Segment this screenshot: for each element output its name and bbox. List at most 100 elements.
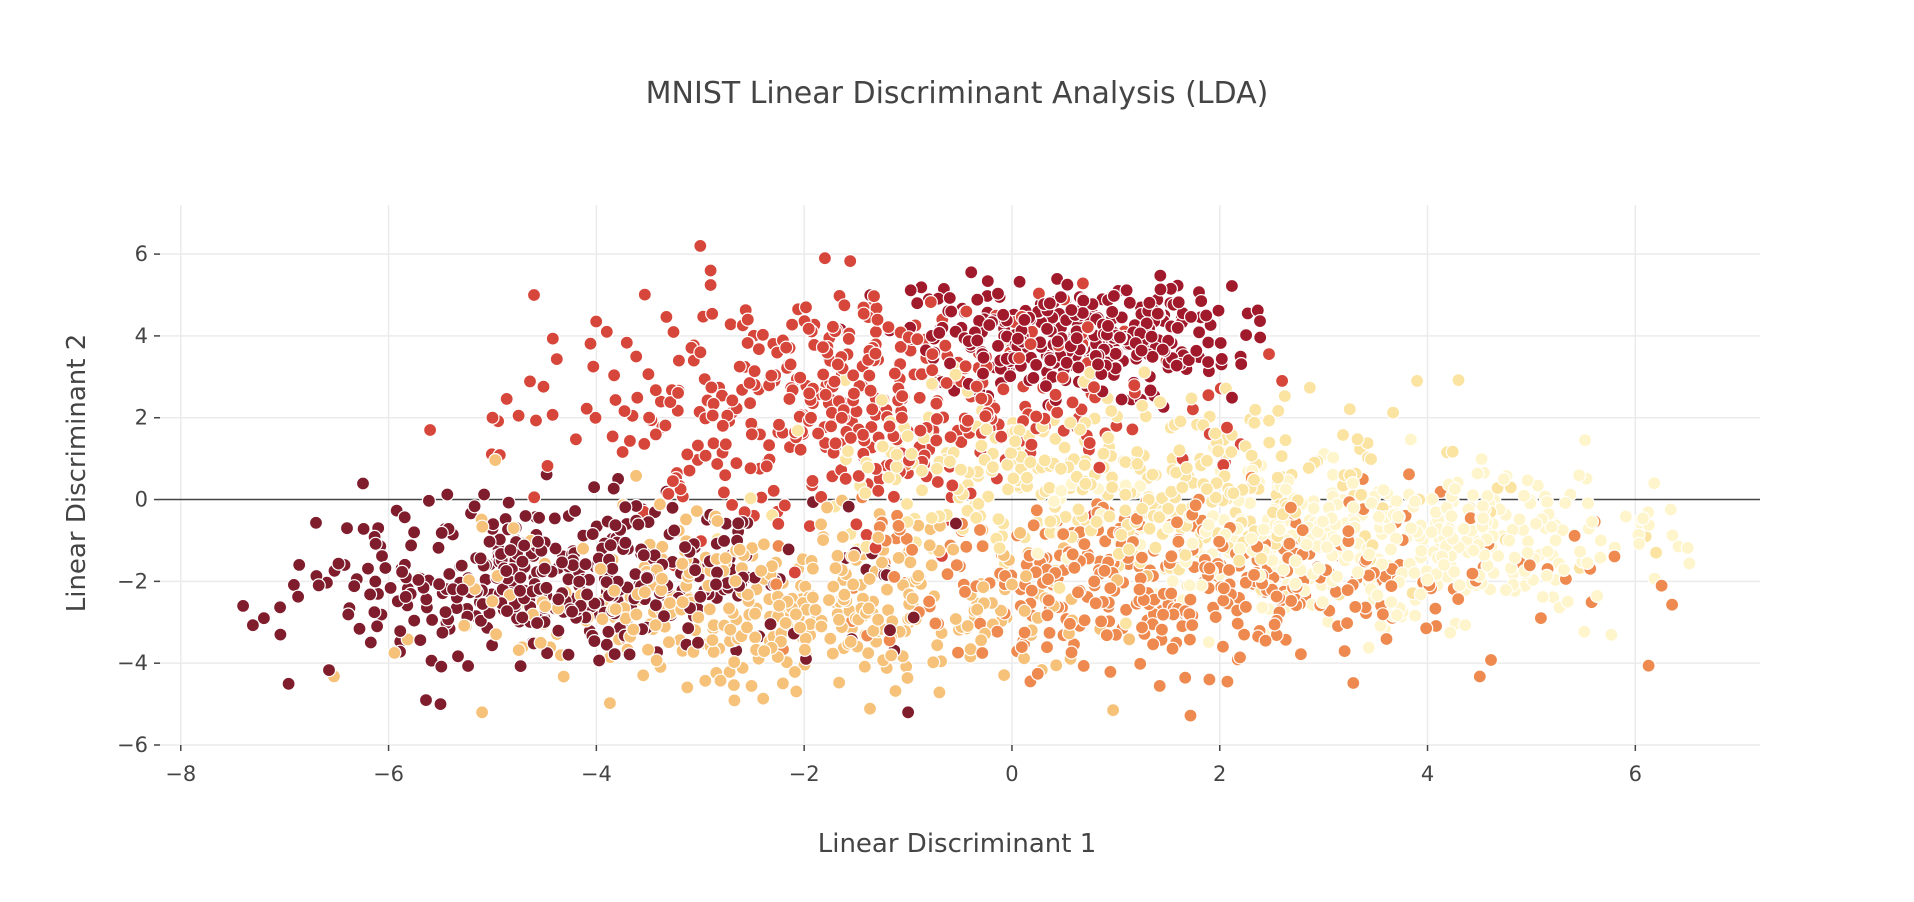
data-point: [1135, 398, 1150, 413]
data-point: [693, 589, 708, 604]
data-point: [363, 587, 378, 602]
data-point: [1188, 498, 1203, 513]
data-point: [1106, 288, 1122, 304]
data-point: [929, 411, 945, 427]
data-point: [1413, 587, 1428, 602]
data-point: [787, 664, 803, 680]
data-point: [1030, 546, 1045, 561]
data-point: [1540, 495, 1555, 510]
data-point: [1139, 316, 1154, 331]
data-point: [925, 347, 940, 362]
data-point: [903, 555, 918, 570]
data-point: [974, 391, 989, 406]
data-point: [928, 616, 943, 631]
data-point: [352, 621, 367, 636]
data-point: [1017, 312, 1032, 327]
data-point: [830, 357, 845, 372]
data-point: [515, 554, 530, 569]
data-point: [690, 635, 706, 650]
data-point: [1269, 589, 1284, 604]
x-tick-label: −4: [581, 762, 612, 786]
data-point: [1261, 413, 1277, 428]
data-point: [841, 499, 856, 514]
data-point: [661, 486, 676, 501]
data-point: [561, 647, 576, 662]
data-point: [1516, 488, 1532, 503]
data-point: [837, 298, 852, 313]
data-point: [579, 401, 594, 416]
data-point: [475, 519, 490, 534]
data-point: [959, 304, 974, 319]
data-point: [433, 696, 448, 712]
x-axis-title: Linear Discriminant 1: [818, 829, 1097, 859]
data-point: [1169, 358, 1184, 373]
data-point: [1589, 588, 1605, 604]
data-point: [1577, 433, 1593, 448]
x-tick-label: 4: [1421, 762, 1434, 786]
data-point: [526, 287, 542, 303]
data-point: [1185, 536, 1200, 551]
data-point: [949, 557, 964, 573]
data-point: [1048, 387, 1063, 402]
data-point: [975, 366, 991, 381]
data-point: [1039, 321, 1055, 336]
data-point: [666, 324, 681, 340]
data-point: [704, 380, 719, 395]
data-point: [503, 542, 518, 558]
data-point: [1339, 615, 1355, 631]
data-point: [969, 510, 984, 526]
data-point: [870, 312, 885, 327]
data-point: [661, 635, 677, 650]
data-point: [742, 375, 757, 391]
chart-title: MNIST Linear Discriminant Analysis (LDA): [646, 76, 1269, 111]
data-point: [1171, 534, 1186, 549]
data-point: [929, 461, 945, 476]
data-point: [640, 642, 656, 657]
data-point: [1072, 422, 1088, 437]
data-point: [1155, 342, 1170, 357]
data-point: [1142, 295, 1157, 310]
data-point: [637, 287, 652, 302]
data-point: [1155, 607, 1171, 622]
data-point: [1006, 471, 1021, 486]
data-point: [467, 499, 482, 514]
y-tick-label: −4: [117, 651, 148, 675]
data-point: [1274, 373, 1290, 388]
data-point: [950, 645, 966, 660]
data-point: [1379, 631, 1394, 647]
data-point: [637, 585, 652, 600]
data-point: [1208, 490, 1223, 505]
data-point: [862, 701, 878, 716]
data-point: [1088, 596, 1103, 611]
data-point: [1118, 602, 1134, 617]
data-point: [739, 620, 755, 635]
data-point: [1201, 634, 1216, 650]
data-point: [629, 607, 644, 622]
data-point: [843, 254, 858, 269]
data-point: [990, 338, 1006, 353]
data-point: [777, 498, 792, 513]
data-point: [862, 368, 877, 383]
data-point: [942, 454, 958, 469]
data-point: [1076, 293, 1091, 308]
data-point: [1326, 450, 1341, 465]
data-point: [815, 532, 831, 548]
data-point: [865, 402, 880, 417]
x-axis: −8 −6 −4 −2 0 2 4 6: [165, 745, 1642, 786]
data-point: [370, 619, 385, 634]
data-point: [648, 598, 664, 613]
data-point: [587, 633, 602, 649]
data-point: [547, 511, 562, 526]
data-point: [511, 408, 526, 423]
data-point: [1403, 521, 1419, 536]
data-point: [1064, 645, 1079, 660]
data-point: [974, 438, 989, 453]
data-point: [1593, 550, 1608, 565]
data-point: [710, 513, 725, 529]
data-point: [485, 410, 500, 425]
data-point: [747, 606, 763, 621]
data-point: [603, 538, 618, 553]
data-point: [1283, 500, 1299, 515]
data-point: [900, 705, 916, 720]
data-point: [648, 618, 663, 633]
